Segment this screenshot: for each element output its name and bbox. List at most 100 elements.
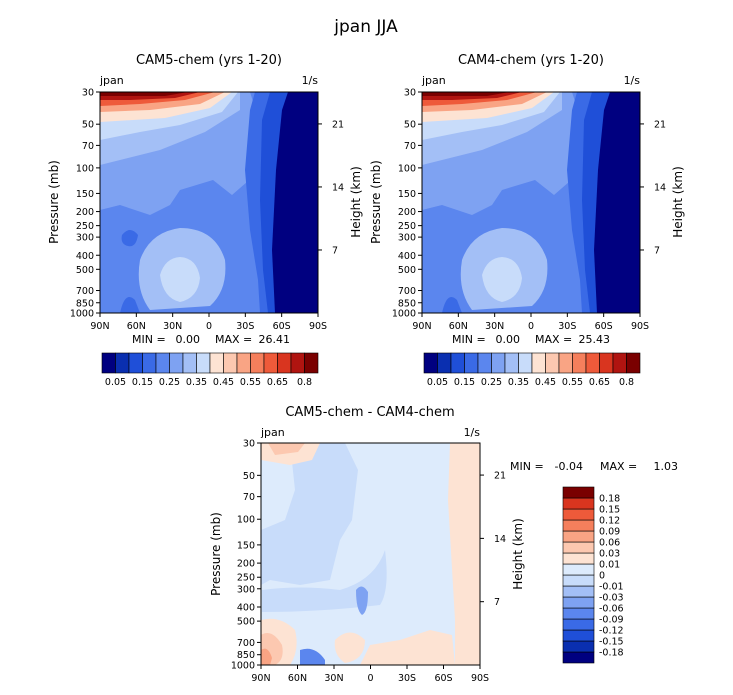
colorbar-label: 0.03 <box>599 549 620 560</box>
colorbar-box <box>464 352 479 374</box>
colorbar-box <box>585 352 600 374</box>
panel-cam5: CAM5-chem (yrs 1-20) jpan 1/s 90N 60N 30N 0… <box>47 53 363 388</box>
panel-title: CAM5-chem (yrs 1-20) <box>136 53 282 68</box>
colorbar-label: -0.09 <box>599 615 624 626</box>
y-tick-label: 300 <box>237 584 255 595</box>
svg-text:1.03: 1.03 <box>654 460 679 473</box>
y-tick-label: 500 <box>76 265 94 276</box>
y-tick-label: 70 <box>243 492 255 503</box>
x-tick-label: 60N <box>127 321 146 332</box>
y-tick-label: 30 <box>404 88 416 99</box>
colorbar-label: 0.55 <box>240 377 261 388</box>
colorbar-box <box>142 352 157 374</box>
left-label: jpan <box>260 426 285 439</box>
x-tick-label: 90N <box>412 321 431 332</box>
colorbar-label: -0.03 <box>599 593 624 604</box>
colorbar-label: 0.06 <box>599 538 620 549</box>
panel-title: CAM5-chem - CAM4-chem <box>285 405 454 420</box>
colorbar-box <box>562 596 595 609</box>
figure-title: jpan JJA <box>333 17 398 37</box>
y-tick-label: 30 <box>243 439 255 450</box>
colorbar-box <box>562 486 595 499</box>
colorbar-box <box>491 352 506 374</box>
y-tick-label: 200 <box>237 559 255 570</box>
colorbar: 0.05 0.15 0.25 0.35 0.45 0.55 0.65 0.8 <box>101 352 319 388</box>
x-tick-label: 60N <box>288 673 307 684</box>
colorbar-box <box>562 640 595 653</box>
colorbar-box <box>626 352 641 374</box>
svg-text:0.00: 0.00 <box>176 333 201 346</box>
x-tick-label: 0 <box>528 321 534 332</box>
y-tick-label: 100 <box>398 163 416 174</box>
svg-text:0.00: 0.00 <box>496 333 521 346</box>
colorbar-label: -0.15 <box>599 637 624 648</box>
y-tick-label: 250 <box>398 221 416 232</box>
colorbar-box <box>169 352 184 374</box>
colorbar-label: 0.12 <box>599 516 620 527</box>
svg-text:MAX =: MAX = <box>600 460 637 473</box>
y-tick-label: 250 <box>237 573 255 584</box>
y-right-tick-label: 7 <box>494 597 500 608</box>
colorbar-box <box>196 352 211 374</box>
y-tick-label: 300 <box>76 233 94 244</box>
colorbar-box <box>263 352 278 374</box>
colorbar-box <box>562 607 595 620</box>
svg-text:-0.04: -0.04 <box>555 460 583 473</box>
panel-difference: CAM5-chem - CAM4-chem jpan 1/s 90N 60N 30N… <box>209 405 678 684</box>
colorbar-label: 0.25 <box>481 377 502 388</box>
panel-title: CAM4-chem (yrs 1-20) <box>458 53 604 68</box>
axis-ticks: 90N 60N 30N 0 30S 60S 90S 30 50 70 100 150 200 250300… <box>392 88 666 333</box>
colorbar-box <box>562 508 595 521</box>
y-axis-label: Pressure (mb) <box>369 160 383 244</box>
colorbar-label: 0.65 <box>589 377 610 388</box>
y-tick-label: 50 <box>82 120 94 131</box>
stats-line: MIN = 0.00 MAX = 26.41 <box>132 333 290 346</box>
colorbar-box <box>562 530 595 543</box>
x-tick-label: 60S <box>595 321 613 332</box>
y-tick-label: 400 <box>398 251 416 262</box>
y-tick-label: 400 <box>76 251 94 262</box>
y-axis-label-right: Height (km) <box>671 166 685 237</box>
colorbar-label: 0.8 <box>297 377 312 388</box>
x-tick-label: 30S <box>558 321 576 332</box>
x-tick-label: 90S <box>309 321 327 332</box>
y-axis-label: Pressure (mb) <box>47 160 61 244</box>
y-right-tick-label: 21 <box>654 119 666 130</box>
colorbar-box <box>531 352 546 374</box>
y-tick-label: 700 <box>398 286 416 297</box>
colorbar-box <box>518 352 533 374</box>
y-right-tick-label: 21 <box>494 471 506 482</box>
panel-cam4: CAM4-chem (yrs 1-20) jpan 1/s 90N 60N 30N 0… <box>369 53 685 388</box>
colorbar-box <box>155 352 170 374</box>
y-right-tick-label: 14 <box>494 534 506 545</box>
colorbar-box <box>101 352 116 374</box>
y-axis-label-right: Height (km) <box>349 166 363 237</box>
y-tick-label: 50 <box>243 471 255 482</box>
x-tick-label: 60S <box>434 673 452 684</box>
left-label: jpan <box>99 74 124 87</box>
y-tick-label: 70 <box>404 141 416 152</box>
contour-field <box>422 92 640 313</box>
right-label: 1/s <box>624 74 641 87</box>
colorbar-label: 0.15 <box>132 377 153 388</box>
svg-text:MIN =: MIN = <box>510 460 544 473</box>
y-tick-label: 1000 <box>231 661 255 672</box>
colorbar-box <box>477 352 492 374</box>
colorbar-label: 0.55 <box>562 377 583 388</box>
colorbar-box <box>562 574 595 587</box>
y-tick-label: 150 <box>237 540 255 551</box>
colorbar-box <box>209 352 224 374</box>
colorbar-box <box>599 352 614 374</box>
y-tick-label: 70 <box>82 141 94 152</box>
axis-ticks: 90N 60N 30N 0 30S 60S 90S 30 50 70 100 150 200 250300… <box>70 88 344 333</box>
colorbar-box <box>562 541 595 554</box>
colorbar-box <box>304 352 319 374</box>
y-axis-label: Pressure (mb) <box>209 512 223 596</box>
colorbar-label: 0.35 <box>186 377 207 388</box>
x-tick-label: 90S <box>471 673 489 684</box>
colorbar-box <box>504 352 519 374</box>
y-tick-label: 850 <box>398 298 416 309</box>
colorbar-label: 0.25 <box>159 377 180 388</box>
x-tick-label: 30S <box>236 321 254 332</box>
y-tick-label: 700 <box>76 286 94 297</box>
